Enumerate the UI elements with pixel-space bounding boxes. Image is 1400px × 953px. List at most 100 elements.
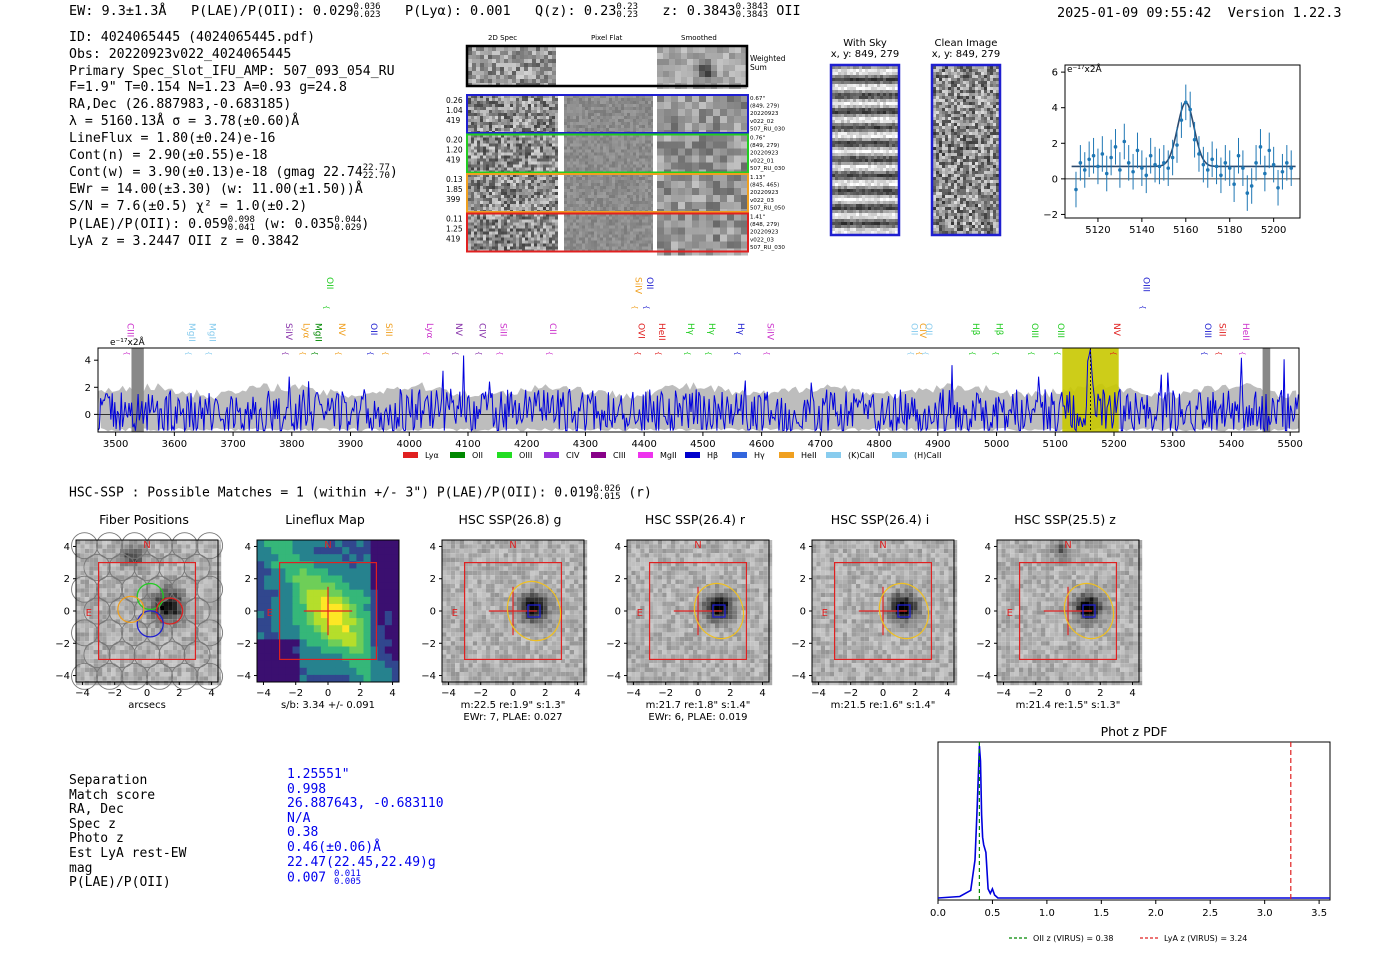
pixel <box>516 149 519 153</box>
pixel <box>549 177 552 180</box>
pixel <box>507 183 510 186</box>
pixel <box>536 71 540 75</box>
pixel <box>841 141 844 144</box>
pixel <box>645 143 648 147</box>
pixel <box>621 234 624 238</box>
pixel <box>496 71 500 75</box>
pixel <box>585 177 588 180</box>
pixel <box>573 207 576 210</box>
pixel <box>850 75 853 78</box>
pixel <box>693 65 699 71</box>
pixel <box>877 210 880 213</box>
pixel <box>591 240 594 244</box>
pixel <box>645 189 648 192</box>
pixel <box>540 161 543 165</box>
pixel <box>865 78 868 81</box>
pixel <box>850 195 853 198</box>
pixel <box>549 213 552 217</box>
pixel <box>600 137 603 141</box>
info-plae: P(LAE)/P(OII): 0.059 0.098 0.041 (w: 0.035… <box>69 214 370 233</box>
pixel <box>468 116 471 119</box>
pixel <box>552 137 555 141</box>
pixel <box>528 146 531 150</box>
row-2dspec <box>468 95 558 134</box>
pixel <box>594 140 597 144</box>
pixel <box>513 213 516 217</box>
pixel <box>877 144 880 147</box>
pixel <box>868 207 871 210</box>
pixel <box>713 174 720 181</box>
pixel <box>645 122 648 125</box>
pixel <box>734 109 741 116</box>
pixel <box>636 180 639 183</box>
pixel <box>892 144 895 147</box>
pixel <box>597 207 600 210</box>
pixel <box>648 222 651 226</box>
pixel <box>564 167 567 171</box>
pixel <box>555 140 558 144</box>
pixel <box>537 186 540 189</box>
pixel <box>871 102 874 105</box>
pixel <box>510 164 513 168</box>
pixel <box>862 78 865 81</box>
pixel <box>618 137 621 141</box>
pixel <box>883 147 886 150</box>
pixel <box>486 134 489 138</box>
pixel <box>853 174 856 177</box>
pixel <box>706 102 713 109</box>
pixel <box>874 207 877 210</box>
pixel <box>850 204 853 207</box>
pixel <box>603 186 606 189</box>
pixel <box>576 164 579 168</box>
pixel <box>671 181 678 188</box>
pixel <box>522 189 525 192</box>
pixel <box>642 180 645 183</box>
pixel <box>603 134 606 138</box>
pixel <box>471 152 474 156</box>
pixel <box>531 216 534 220</box>
pixel <box>868 180 871 183</box>
pixel <box>588 110 591 113</box>
pixel <box>636 155 639 159</box>
row-stat: 1.20 <box>446 146 463 155</box>
pixel <box>645 207 648 210</box>
pixel <box>582 225 585 229</box>
pixel <box>492 201 495 204</box>
pixel <box>723 53 729 59</box>
pixel <box>648 107 651 110</box>
pixel <box>546 189 549 192</box>
pixel <box>504 186 507 189</box>
pixel <box>850 141 853 144</box>
pixel <box>519 113 522 116</box>
pixel <box>618 113 621 116</box>
pixel <box>627 240 630 244</box>
pixel <box>540 192 543 195</box>
pixel <box>856 213 859 216</box>
pixel <box>627 161 630 165</box>
pixel <box>841 93 844 96</box>
pixel <box>594 228 597 232</box>
pixel <box>880 108 883 111</box>
pixel <box>594 201 597 204</box>
pixel <box>741 188 748 195</box>
pixel <box>648 189 651 192</box>
pixel <box>868 201 871 204</box>
row-meta: (845, 465) <box>750 183 779 189</box>
pixel <box>534 237 537 241</box>
pixel <box>468 161 471 165</box>
pixel <box>862 117 865 120</box>
pixel <box>552 204 555 207</box>
pixel <box>606 149 609 153</box>
pixel <box>841 162 844 165</box>
pixel <box>642 219 645 223</box>
pixel <box>531 143 534 147</box>
pixel <box>615 95 618 98</box>
pixel <box>531 140 534 144</box>
pixel <box>546 167 549 171</box>
pixel <box>630 225 633 229</box>
pixel <box>741 220 748 228</box>
pixel <box>579 140 582 144</box>
pixel <box>741 134 748 142</box>
pixel <box>576 222 579 226</box>
pixel <box>706 188 713 195</box>
